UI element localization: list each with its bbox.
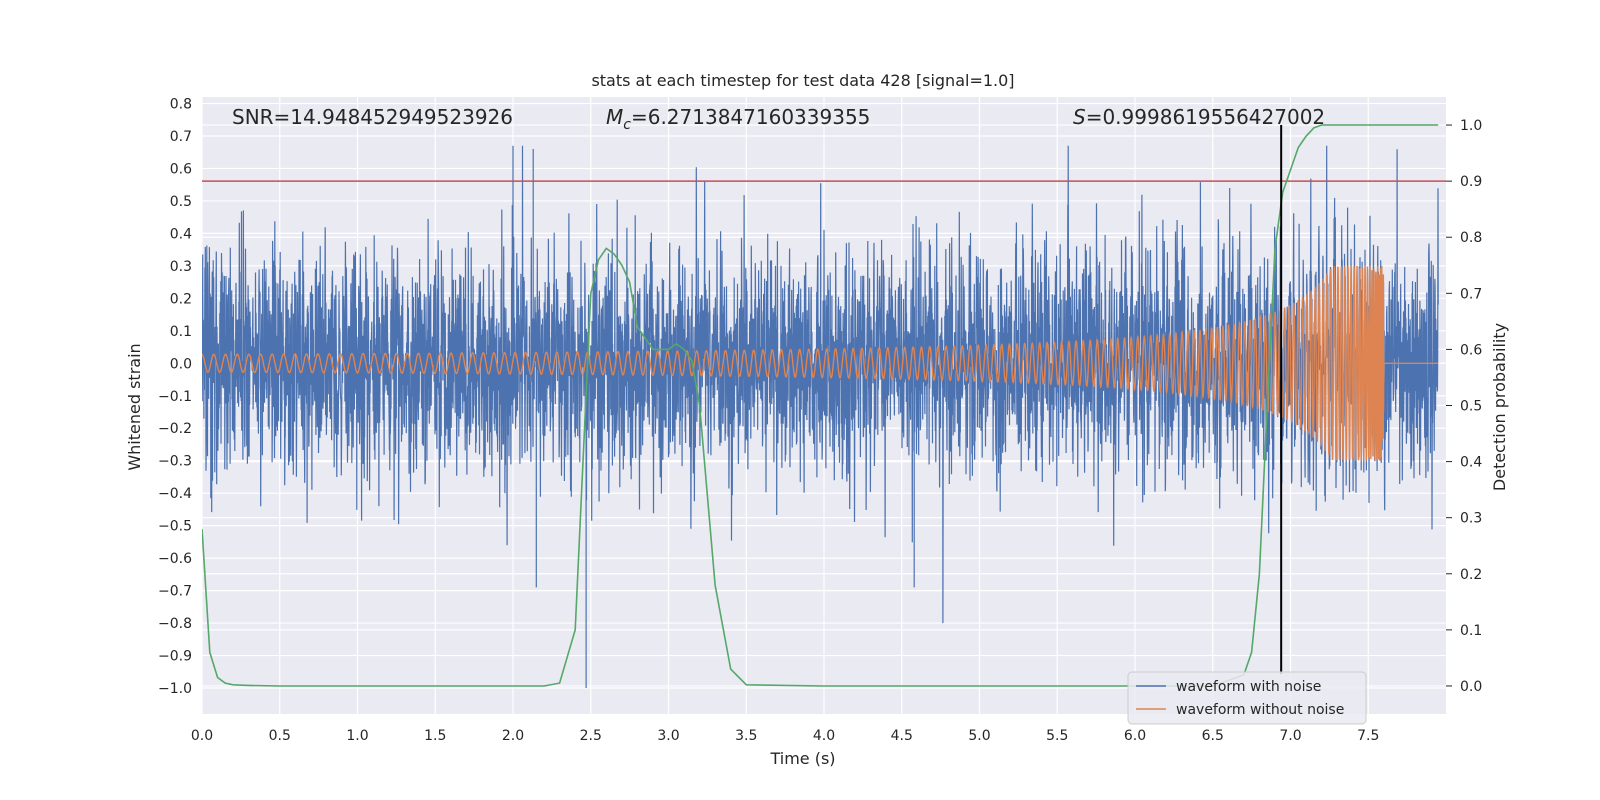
y-tick-label: −0.9 [158, 649, 192, 665]
y-tick-label: −0.7 [158, 584, 192, 600]
y-tick-label: 0.3 [170, 259, 192, 275]
s-value: =0.9998619556427002 [1086, 105, 1325, 129]
x-tick-label: 4.5 [891, 728, 913, 744]
y-tick-label: −0.5 [158, 519, 192, 535]
y-tick-label: −0.3 [158, 454, 192, 470]
legend-label-noisy: waveform with noise [1176, 679, 1321, 695]
legend-box [1127, 671, 1367, 725]
x-tick-label: 7.5 [1357, 728, 1379, 744]
y2-tick-label: 1.0 [1460, 118, 1482, 134]
y2-tick-label: 0.1 [1460, 623, 1482, 639]
y-tick-label: −1.0 [158, 681, 192, 697]
y2-tick-label: 0.6 [1460, 342, 1482, 358]
y2-tick-label: 0.0 [1460, 679, 1482, 695]
y2-tick-label: 0.2 [1460, 567, 1482, 583]
x-tick-label: 3.5 [735, 728, 757, 744]
x-tick-label: 6.5 [1202, 728, 1224, 744]
y2-tick-label: 0.7 [1460, 286, 1482, 302]
y2-tick-label: 0.4 [1460, 455, 1482, 471]
x-axis-ticks: 0.0 0.5 1.0 1.5 2.0 2.5 3.0 3.5 4.0 4.5 5.0 5.5 6.0 6… [191, 728, 1380, 744]
x-axis-label: Time (s) [769, 749, 835, 768]
y2-tick-label: 0.8 [1460, 230, 1482, 246]
y-tick-label: 0.2 [170, 291, 192, 307]
y-axis-label: Whitened strain [125, 343, 144, 470]
x-tick-label: 2.5 [580, 728, 602, 744]
x-tick-label: 6.0 [1124, 728, 1146, 744]
y2-tick-label: 0.9 [1460, 174, 1482, 190]
y-tick-label: 0.4 [170, 226, 192, 242]
x-tick-label: 5.0 [968, 728, 990, 744]
legend: waveform with noise waveform without noi… [1127, 671, 1367, 725]
x-tick-label: 1.5 [424, 728, 446, 744]
y-tick-label: 0.1 [170, 324, 192, 340]
s-symbol: S [1073, 105, 1086, 129]
x-tick-label: 7.0 [1279, 728, 1301, 744]
y-tick-label: −0.8 [158, 616, 192, 632]
chirp-mass-annotation: Mc=6.2713847160339355 [606, 105, 870, 133]
score-annotation: S=0.9998619556427002 [1073, 105, 1325, 129]
y-tick-label: −0.1 [158, 389, 192, 405]
chart-title: stats at each timestep for test data 428… [591, 71, 1014, 90]
y-tick-label: −0.6 [158, 551, 192, 567]
mc-symbol: M [606, 105, 623, 129]
y-tick-label: 0.6 [170, 161, 192, 177]
x-tick-label: 3.0 [657, 728, 679, 744]
x-tick-label: 0.5 [269, 728, 291, 744]
y-tick-label: 0.8 [170, 96, 192, 112]
y-tick-label: 0.0 [170, 356, 192, 372]
series-waveform-without-noise [202, 265, 1439, 461]
series-detection-probability [202, 124, 1439, 687]
y2-axis-label: Detection probability [1490, 323, 1509, 491]
y2-tick-label: 0.3 [1460, 511, 1482, 527]
mc-subscript: c [623, 117, 631, 133]
x-tick-label: 2.0 [502, 728, 524, 744]
snr-annotation: SNR=14.948452949523926 [232, 105, 513, 129]
mc-value: =6.2713847160339355 [631, 105, 870, 129]
y2-axis-ticks: 1.0 0.9 0.8 0.7 0.6 0.5 0.4 0.3 0.2 0.1 0.0 [1446, 118, 1482, 695]
series-waveform-with-noise [202, 145, 1439, 688]
y-axis-ticks: 0.8 0.7 0.6 0.5 0.4 0.3 0.2 0.1 0.0 −0.1 −0.2 −0.3 −… [158, 96, 192, 697]
x-tick-label: 4.0 [813, 728, 835, 744]
y-tick-label: 0.5 [170, 194, 192, 210]
x-tick-label: 0.0 [191, 728, 213, 744]
x-tick-label: 5.5 [1046, 728, 1068, 744]
legend-label-clean: waveform without noise [1176, 702, 1344, 718]
y-tick-label: −0.4 [158, 486, 192, 502]
y-tick-label: 0.7 [170, 129, 192, 145]
y-tick-label: −0.2 [158, 421, 192, 437]
x-tick-label: 1.0 [346, 728, 368, 744]
y2-tick-label: 0.5 [1460, 399, 1482, 415]
